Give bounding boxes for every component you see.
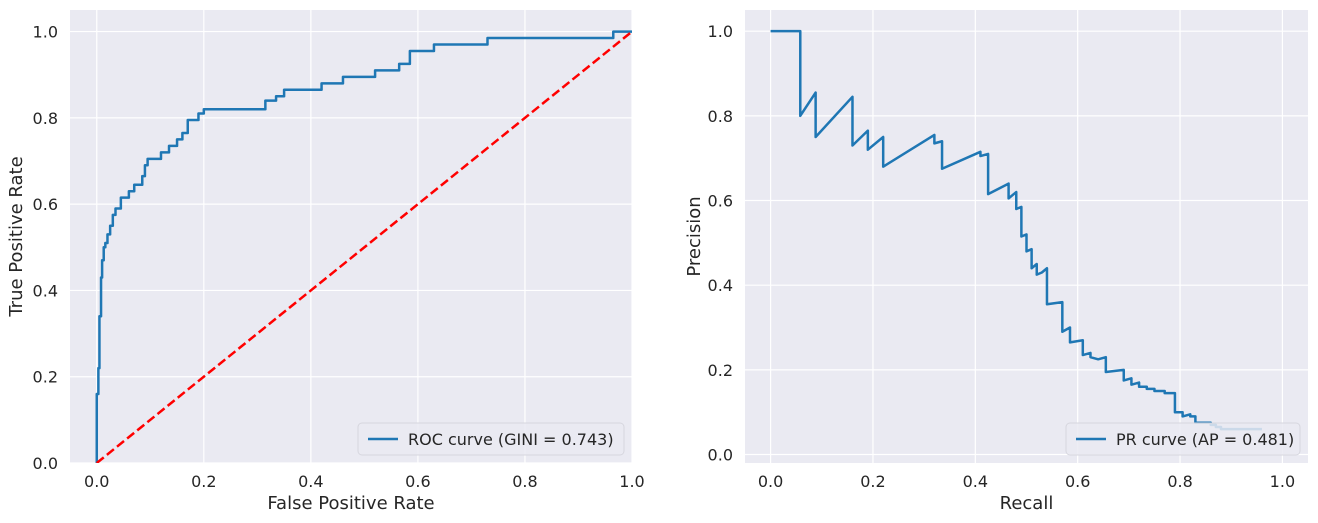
- x-tick-label: 1.0: [619, 472, 644, 491]
- y-tick-label: 1.0: [708, 22, 733, 41]
- x-tick-label: 0.0: [758, 472, 783, 491]
- x-axis-label: False Positive Rate: [267, 493, 434, 514]
- y-tick-label: 0.2: [708, 361, 733, 380]
- y-tick-label: 0.4: [708, 276, 733, 295]
- series-line: [770, 29, 1262, 431]
- y-tick-label: 0.8: [33, 109, 58, 128]
- legend-label: ROC curve (GINI = 0.743): [408, 430, 614, 449]
- y-tick-label: 0.6: [708, 192, 733, 211]
- chart-panel-1: 0.0 0.2 0.4 0.6 0.8 1.0 0.0 0.2 0.4 0.6 0.8 1.0 Fals…: [6, 10, 645, 514]
- series-line: [95, 30, 632, 463]
- y-axis-label: Precision: [684, 196, 705, 276]
- y-tick-label: 0.0: [33, 454, 58, 473]
- legend: PR curve (AP = 0.481): [1065, 422, 1301, 456]
- x-tick-label: 0.4: [298, 472, 323, 491]
- chart-panel-2: 0.0 0.2 0.4 0.6 0.8 1.0 0.0 0.2 0.4 0.6 0.8 1.0 Reca…: [684, 10, 1308, 514]
- legend-label: PR curve (AP = 0.481): [1116, 430, 1294, 449]
- legend-box: [1065, 422, 1301, 456]
- x-tick-label: 0.8: [1167, 472, 1192, 491]
- y-tick-label: 0.6: [33, 195, 58, 214]
- y-axis-label: True Positive Rate: [6, 156, 27, 317]
- plot-area: [70, 10, 632, 463]
- y-tick-label: 0.8: [708, 107, 733, 126]
- legend-box: [357, 422, 625, 456]
- x-tick-label: 0.2: [191, 472, 216, 491]
- x-tick-label: 0.0: [84, 472, 109, 491]
- x-tick-label: 0.6: [405, 472, 430, 491]
- reference-diagonal-line: [95, 30, 632, 463]
- x-tick-label: 0.6: [1065, 472, 1090, 491]
- x-tick-label: 1.0: [1270, 472, 1295, 491]
- y-tick-label: 0.2: [33, 368, 58, 387]
- y-tick-label: 0.4: [33, 281, 58, 300]
- y-tick-label: 0.0: [708, 446, 733, 465]
- legend: ROC curve (GINI = 0.743): [357, 422, 625, 456]
- x-axis-label: Recall: [1000, 493, 1054, 514]
- x-tick-label: 0.8: [512, 472, 537, 491]
- y-tick-label: 1.0: [33, 23, 58, 42]
- x-tick-label: 0.4: [963, 472, 988, 491]
- x-tick-label: 0.2: [860, 472, 885, 491]
